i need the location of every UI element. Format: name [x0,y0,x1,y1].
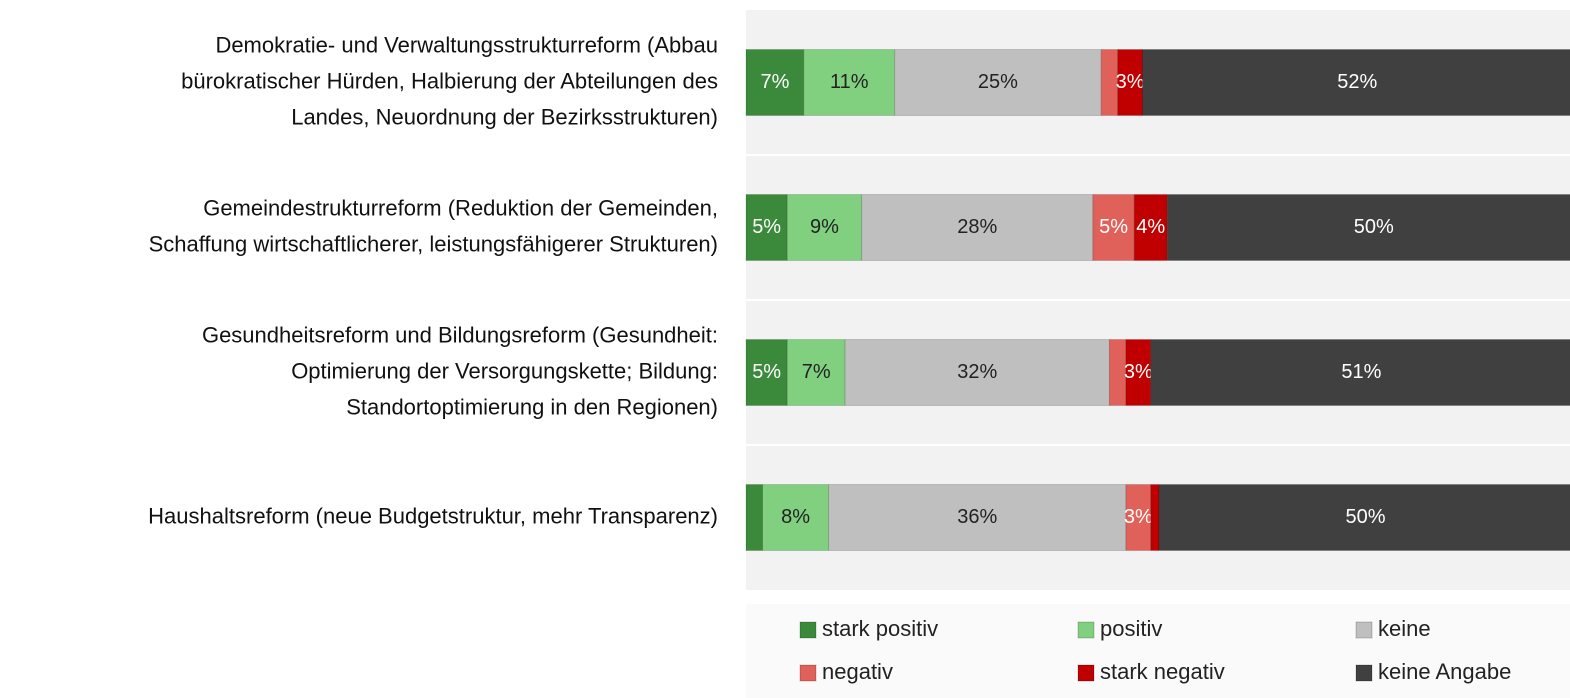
category-label: Gesundheitsreform und Bildungsreform (Ge… [202,322,718,347]
data-label: 3% [1116,71,1145,93]
category-label: Gemeindestrukturreform (Reduktion der Ge… [203,195,718,220]
legend-swatch [1077,664,1095,682]
legend-swatch [1355,621,1373,639]
category-label: Demokratie- und Verwaltungsstrukturrefor… [215,32,718,57]
legend-area [746,604,1570,698]
bar-segment [1092,194,1135,261]
legend-swatch [1077,621,1095,639]
legend-swatch [799,621,817,639]
data-label: 52% [1337,71,1377,93]
legend-label: positiv [1100,616,1162,641]
bar-segment [1158,484,1570,551]
bar-segment [803,49,896,116]
bar-segment [786,194,863,261]
data-label: 4% [1136,216,1165,238]
bar-segment [1125,339,1152,406]
bar-segment [894,49,1102,116]
data-label: 3% [1124,506,1153,528]
legend-swatch [1355,664,1373,682]
data-label: 5% [752,361,781,383]
data-label: 11% [830,71,869,93]
data-label: 28% [957,216,997,238]
category-label: Standortoptimierung in den Regionen) [346,394,718,419]
data-label: 5% [1099,216,1128,238]
data-label: 50% [1345,506,1385,528]
data-label: 8% [781,506,810,528]
bar-segment [844,339,1110,406]
bar-segment [828,484,1127,551]
data-label: 5% [752,216,781,238]
legend-label: stark positiv [822,616,938,641]
data-label: 7% [802,361,831,383]
data-label: 25% [978,71,1018,93]
data-label: 51% [1341,361,1381,383]
category-label: Haushaltsreform (neue Budgetstruktur, me… [148,503,718,528]
data-label: 3% [1124,361,1153,383]
bar-segment [1150,339,1570,406]
category-label: Landes, Neuordnung der Bezirksstrukturen… [291,104,718,129]
bar-segment [1166,194,1570,261]
legend-label: keine Angabe [1378,659,1511,684]
category-label: Schaffung wirtschaftlicherer, leistungsf… [149,231,718,256]
legend-label: stark negativ [1100,659,1225,684]
legend-label: negativ [822,659,893,684]
bar-segment [762,484,830,551]
bar-segment [861,194,1094,261]
bar-segment [1141,49,1570,116]
bar-segment [745,194,788,261]
bar-segment [745,339,788,406]
legend-swatch [799,664,817,682]
category-label: bürokratischer Hürden, Halbierung der Ab… [181,68,718,93]
data-label: 50% [1354,216,1394,238]
legend-label: keine [1378,616,1431,641]
data-label: 9% [810,216,839,238]
data-label: 32% [957,361,997,383]
bar-segment [1150,484,1160,551]
bar-segment [786,339,846,406]
bar-segment [1133,194,1168,261]
category-label: Optimierung der Versorgungskette; Bildun… [291,358,718,383]
data-label: 36% [957,506,997,528]
data-label: 7% [760,71,789,93]
bar-segment [1117,49,1143,116]
bar-segment [745,484,764,551]
